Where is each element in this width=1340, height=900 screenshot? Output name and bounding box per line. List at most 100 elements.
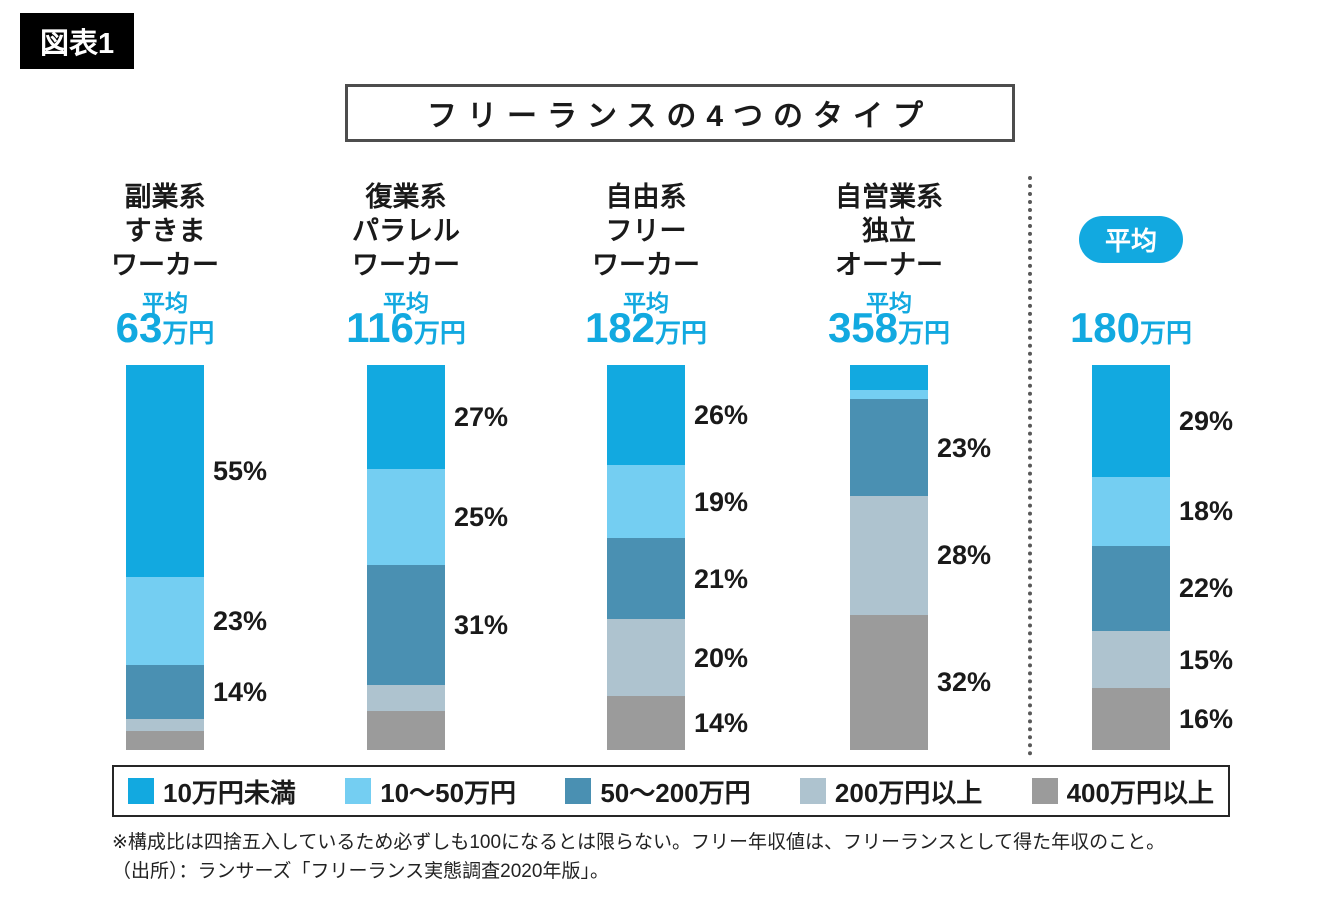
bar-segment xyxy=(850,398,928,497)
bar-segment xyxy=(850,390,928,399)
segment-percent-label: 14% xyxy=(213,677,268,708)
bar-segment xyxy=(126,730,204,750)
bar-segment xyxy=(1092,365,1170,477)
average-caption: 平均 xyxy=(383,290,429,316)
footnote: ※構成比は四捨五入しているため必ずしも100になるとは限らない。フリー年収値は、… xyxy=(112,828,1292,886)
bar-segment xyxy=(126,365,204,577)
average-number: 180 xyxy=(1069,304,1141,351)
bar-segment xyxy=(607,365,685,466)
stacked-bar xyxy=(126,365,204,750)
legend-label: 200万円以上 xyxy=(834,777,983,808)
bar-segment xyxy=(607,696,685,750)
segment-percent-label: 23% xyxy=(937,432,992,463)
legend-color-swatch xyxy=(1031,778,1058,804)
header-line: 独立 xyxy=(862,216,916,246)
stacked-bar xyxy=(850,365,928,750)
segment-percent-label: 26% xyxy=(694,400,749,431)
legend-color-swatch xyxy=(128,778,154,804)
column-independent-owner: 自営業系 独立 オーナー 平均 358万円 23% 28% 32% xyxy=(799,180,991,755)
segment-percent-label: 31% xyxy=(454,609,509,640)
bar-segment xyxy=(607,538,685,620)
bar-segment xyxy=(126,719,204,731)
legend-label: 10万円未満 xyxy=(163,777,296,808)
bar-segment xyxy=(367,565,445,685)
segment-percent-label: 27% xyxy=(454,401,509,432)
average-unit: 万円 xyxy=(162,318,215,348)
bar-segment xyxy=(850,365,928,391)
legend-item: 200万円以上 xyxy=(799,773,983,810)
average-caption: 平均 xyxy=(142,290,188,316)
legend-label: 50〜200万円 xyxy=(600,777,751,808)
chart-title-box: フリーランスの4つのタイプ xyxy=(345,84,1015,142)
segment-percent-label: 25% xyxy=(454,502,509,533)
bar-segment xyxy=(850,496,928,615)
segment-percent-label: 32% xyxy=(937,667,992,698)
bar-segment xyxy=(607,619,685,697)
legend-color-swatch xyxy=(799,778,826,804)
average-caption: 平均 xyxy=(866,290,912,316)
header-line: 復業系 xyxy=(365,182,447,212)
average-number: 358 xyxy=(827,304,899,351)
segment-percent-label: 15% xyxy=(1179,644,1234,675)
header-line: ワーカー xyxy=(111,250,219,280)
average-amount: 358万円 xyxy=(799,304,979,352)
bar-segment xyxy=(126,576,204,666)
bar-segment xyxy=(126,665,204,720)
header-line: パラレル xyxy=(352,216,460,246)
segment-percent-label: 23% xyxy=(213,606,268,637)
segment-percent-label: 28% xyxy=(937,540,992,571)
stacked-bar xyxy=(367,365,445,750)
footnote-line-2: （出所）：ランサーズ「フリーランス実態調査2020年版」。 xyxy=(112,861,609,882)
header-line: すきま xyxy=(124,216,206,246)
header-line: 自営業系 xyxy=(835,182,943,212)
legend: 10万円未満 10〜50万円 50〜200万円 200万円以上 400万円以上 xyxy=(112,765,1230,817)
segment-percent-label: 22% xyxy=(1179,573,1234,604)
segment-percent-label: 55% xyxy=(213,455,268,486)
segment-percent-label: 21% xyxy=(694,563,749,594)
segment-percent-label: 18% xyxy=(1179,496,1234,527)
stacked-bar xyxy=(607,365,685,750)
bar-segment xyxy=(850,614,928,750)
average-amount: 182万円 xyxy=(556,304,736,352)
bar-segment xyxy=(367,711,445,750)
bar-segment xyxy=(367,365,445,469)
column-header: 復業系 パラレル ワーカー xyxy=(316,180,496,282)
average-amount: 180万円 xyxy=(1041,304,1221,352)
chart-title: フリーランスの4つのタイプ xyxy=(426,100,934,133)
average-unit: 万円 xyxy=(1140,318,1193,348)
legend-item: 10万円未満 xyxy=(128,773,296,810)
segment-percent-label: 19% xyxy=(694,486,749,517)
average-number: 116 xyxy=(346,304,414,351)
average-amount: 116万円 xyxy=(316,304,496,352)
column-average: 平均 180万円 29% 18% 22% 15% 16% xyxy=(1041,180,1233,755)
header-line: 副業系 xyxy=(124,182,206,212)
segment-percent-label: 14% xyxy=(694,708,749,739)
segment-percent-label: 16% xyxy=(1179,704,1234,735)
bar-segment xyxy=(607,465,685,539)
legend-color-swatch xyxy=(565,778,592,804)
average-amount: 63万円 xyxy=(75,304,255,352)
bar-segment xyxy=(1092,545,1170,631)
average-caption: 平均 xyxy=(623,290,669,316)
column-header: 副業系 すきま ワーカー xyxy=(75,180,255,282)
column-parallel-worker: 復業系 パラレル ワーカー 平均 116万円 27% 25% 31% xyxy=(316,180,508,755)
segment-percent-label: 20% xyxy=(694,642,749,673)
header-line: 自由系 xyxy=(605,182,687,212)
column-free-worker: 自由系 フリー ワーカー 平均 182万円 26% 19% 21% 20% 14% xyxy=(556,180,748,755)
bar-segment xyxy=(1092,476,1170,546)
average-number: 182 xyxy=(584,304,656,351)
average-unit: 万円 xyxy=(655,318,708,348)
footnote-line-1: ※構成比は四捨五入しているため必ずしも100になるとは限らない。フリー年収値は、… xyxy=(112,832,1166,853)
average-unit: 万円 xyxy=(413,318,466,348)
header-line: ワーカー xyxy=(592,250,700,280)
average-unit: 万円 xyxy=(898,318,951,348)
segment-percent-label: 29% xyxy=(1179,405,1234,436)
legend-item: 50〜200万円 xyxy=(565,773,751,810)
average-badge: 平均 xyxy=(1078,216,1184,263)
stacked-bar xyxy=(1092,365,1170,750)
average-number: 63 xyxy=(115,304,163,351)
column-header: 自由系 フリー ワーカー xyxy=(556,180,736,282)
legend-label: 10〜50万円 xyxy=(380,777,517,808)
bar-segment xyxy=(367,684,445,712)
